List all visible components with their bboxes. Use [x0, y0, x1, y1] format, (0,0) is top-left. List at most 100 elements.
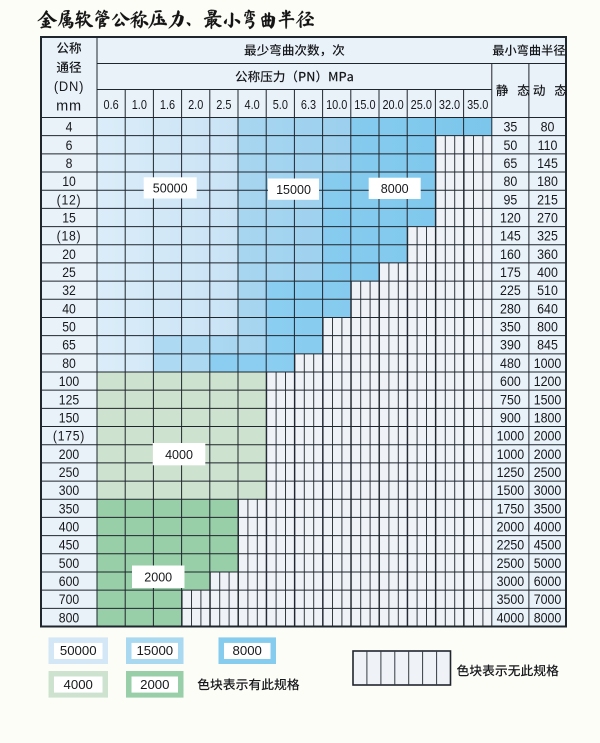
svg-text:600: 600 — [500, 373, 521, 389]
svg-text:200: 200 — [59, 446, 79, 462]
svg-text:2250: 2250 — [497, 537, 525, 553]
svg-text:(12): (12) — [57, 192, 82, 208]
svg-text:2000: 2000 — [144, 569, 172, 584]
svg-text:6000: 6000 — [534, 573, 562, 589]
svg-text:180: 180 — [537, 173, 558, 189]
svg-text:80: 80 — [541, 119, 555, 135]
svg-text:800: 800 — [537, 319, 558, 335]
svg-text:20.0: 20.0 — [382, 97, 404, 112]
svg-text:(DN): (DN) — [54, 79, 84, 94]
svg-text:400: 400 — [537, 264, 558, 280]
svg-text:1750: 1750 — [497, 501, 525, 517]
svg-text:450: 450 — [59, 537, 79, 553]
svg-text:15000: 15000 — [136, 643, 173, 658]
svg-text:50000: 50000 — [60, 643, 97, 658]
svg-text:2000: 2000 — [534, 428, 562, 444]
svg-text:160: 160 — [500, 246, 521, 262]
svg-text:125: 125 — [59, 392, 79, 408]
svg-text:1000: 1000 — [534, 355, 562, 371]
svg-text:390: 390 — [500, 337, 521, 353]
svg-text:7000: 7000 — [534, 592, 562, 608]
svg-text:35.0: 35.0 — [467, 97, 489, 112]
svg-text:100: 100 — [59, 373, 79, 389]
svg-text:15.0: 15.0 — [354, 97, 376, 112]
svg-text:0.6: 0.6 — [104, 97, 119, 112]
svg-text:15000: 15000 — [276, 181, 311, 196]
svg-text:150: 150 — [59, 410, 79, 426]
svg-text:6.3: 6.3 — [301, 97, 316, 112]
svg-text:3000: 3000 — [497, 573, 525, 589]
svg-text:25: 25 — [62, 264, 76, 280]
svg-text:20: 20 — [62, 246, 76, 262]
svg-text:250: 250 — [59, 464, 79, 480]
svg-text:80: 80 — [503, 173, 517, 189]
svg-text:1200: 1200 — [534, 373, 562, 389]
svg-text:50: 50 — [62, 319, 76, 335]
svg-text:8000: 8000 — [233, 643, 262, 658]
svg-text:2.0: 2.0 — [188, 97, 203, 112]
svg-text:2500: 2500 — [534, 464, 562, 480]
svg-text:500: 500 — [59, 555, 79, 571]
svg-text:1250: 1250 — [497, 464, 525, 480]
svg-text:400: 400 — [59, 519, 79, 535]
svg-text:50: 50 — [503, 137, 517, 153]
svg-text:5000: 5000 — [534, 555, 562, 571]
svg-text:510: 510 — [537, 283, 558, 299]
svg-text:480: 480 — [500, 355, 521, 371]
svg-text:280: 280 — [500, 301, 521, 317]
svg-text:120: 120 — [500, 210, 521, 226]
svg-text:1.6: 1.6 — [160, 97, 175, 112]
svg-text:2.5: 2.5 — [216, 97, 231, 112]
svg-text:270: 270 — [537, 210, 558, 226]
svg-text:65: 65 — [62, 337, 76, 353]
svg-text:1500: 1500 — [534, 392, 562, 408]
svg-text:mm: mm — [56, 98, 82, 114]
svg-text:10: 10 — [62, 173, 76, 189]
svg-text:5.0: 5.0 — [273, 97, 288, 112]
svg-text:1000: 1000 — [497, 428, 525, 444]
svg-text:2500: 2500 — [497, 555, 525, 571]
svg-text:350: 350 — [500, 319, 521, 335]
svg-text:35: 35 — [503, 119, 517, 135]
svg-text:8000: 8000 — [534, 610, 562, 626]
svg-text:300: 300 — [59, 483, 79, 499]
svg-text:2000: 2000 — [140, 677, 169, 692]
svg-text:1800: 1800 — [534, 410, 562, 426]
svg-text:1000: 1000 — [497, 446, 525, 462]
svg-text:2000: 2000 — [534, 446, 562, 462]
svg-text:600: 600 — [59, 573, 79, 589]
svg-text:4000: 4000 — [534, 519, 562, 535]
svg-text:175: 175 — [500, 264, 521, 280]
svg-text:4500: 4500 — [534, 537, 562, 553]
svg-text:3500: 3500 — [497, 592, 525, 608]
svg-text:1.0: 1.0 — [132, 97, 147, 112]
svg-text:25.0: 25.0 — [411, 97, 433, 112]
svg-text:95: 95 — [503, 192, 517, 208]
svg-text:145: 145 — [537, 155, 558, 171]
svg-text:1500: 1500 — [497, 483, 525, 499]
svg-text:145: 145 — [500, 228, 521, 244]
svg-text:(175): (175) — [53, 428, 85, 444]
svg-text:800: 800 — [59, 610, 79, 626]
svg-text:10.0: 10.0 — [326, 97, 348, 112]
svg-text:2000: 2000 — [497, 519, 525, 535]
svg-text:40: 40 — [62, 301, 76, 317]
svg-text:750: 750 — [500, 392, 521, 408]
svg-text:700: 700 — [59, 592, 79, 608]
svg-text:325: 325 — [537, 228, 558, 244]
svg-text:845: 845 — [537, 337, 558, 353]
svg-text:32: 32 — [62, 283, 76, 299]
svg-text:215: 215 — [537, 192, 558, 208]
svg-text:8000: 8000 — [381, 181, 409, 196]
svg-text:4: 4 — [66, 119, 73, 135]
svg-text:80: 80 — [62, 355, 76, 371]
svg-text:4000: 4000 — [165, 446, 193, 461]
svg-text:32.0: 32.0 — [439, 97, 461, 112]
svg-text:50000: 50000 — [153, 180, 188, 195]
svg-text:640: 640 — [537, 301, 558, 317]
svg-text:15: 15 — [62, 210, 76, 226]
svg-text:4000: 4000 — [64, 677, 93, 692]
svg-text:350: 350 — [59, 501, 79, 517]
svg-text:8: 8 — [66, 155, 73, 171]
svg-text:225: 225 — [500, 283, 521, 299]
